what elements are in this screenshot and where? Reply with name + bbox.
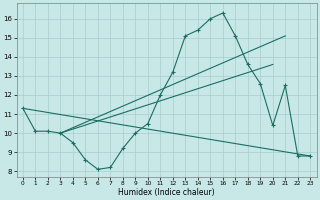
X-axis label: Humidex (Indice chaleur): Humidex (Indice chaleur)	[118, 188, 215, 197]
